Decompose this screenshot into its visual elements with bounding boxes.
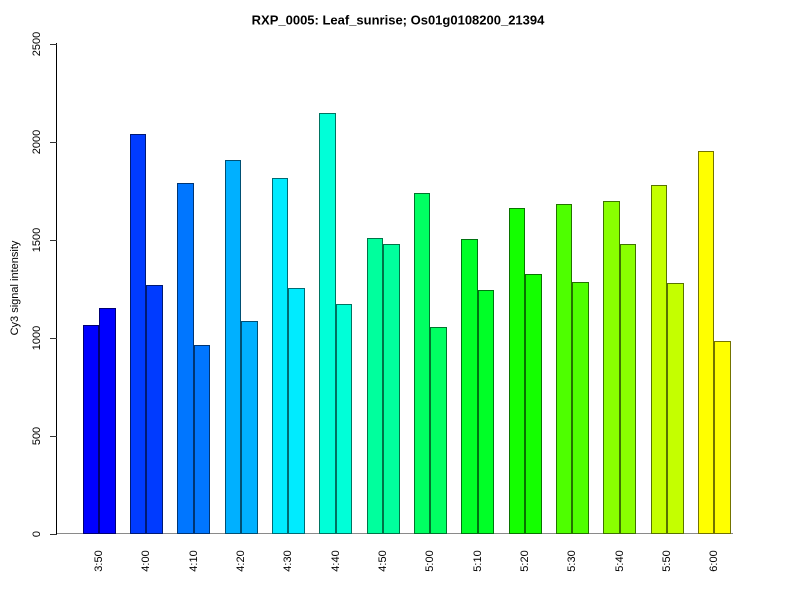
x-tick-label: 5:50 [661,550,673,572]
bar-510-left-bar [461,238,478,534]
x-tick-label: 4:50 [377,550,389,572]
x-axis-baseline [57,533,733,534]
x-tick-label: 4:20 [235,550,247,572]
y-tick-mark [50,141,57,143]
y-axis-line [56,43,57,534]
bar-550-right-bar [667,282,684,534]
x-tick-label: 5:20 [519,550,531,572]
bar-440-left-bar [319,113,336,534]
x-tick-label: 5:30 [566,550,579,572]
bar-510-right-bar [477,289,495,534]
bar-530-left-bar [555,204,573,534]
y-tick-label: 500 [31,426,43,445]
bar-520-right-bar [525,273,542,534]
bar-400-left-bar [129,133,147,534]
y-tick-label: 2000 [31,129,43,154]
y-tick-mark [50,239,57,241]
chart-title: RXP_0005: Leaf_sunrise; Os01g0108200_213… [251,12,545,28]
bar-350-left-bar [82,324,99,534]
y-tick-label: 0 [31,530,43,537]
bar-600-right-bar [714,341,731,534]
bar-530-right-bar [572,281,589,534]
bar-400-right-bar [146,284,163,534]
x-tick-label: 3:50 [93,550,105,572]
bar-410-left-bar [177,182,194,534]
y-tick-mark [50,43,57,45]
y-tick-label: 1000 [31,325,43,350]
bar-440-right-bar [335,304,353,534]
x-tick-label: 5:00 [424,550,437,572]
x-tick-label: 4:10 [187,550,200,572]
bar-540-right-bar [619,244,637,534]
x-tick-label: 4:30 [282,550,295,572]
bar-430-left-bar [271,177,289,534]
bar-500-right-bar [430,326,447,534]
bar-450-right-bar [383,244,400,534]
x-tick-label: 5:40 [613,550,626,572]
bar-600-left-bar [697,151,715,534]
x-tick-label: 4:00 [140,550,153,572]
bar-520-left-bar [508,208,525,534]
y-axis-title: Cy3 signal intensity [9,240,21,336]
bar-540-left-bar [603,201,620,534]
y-tick-label: 1500 [31,227,43,252]
bar-430-right-bar [288,287,305,534]
bar-500-left-bar [413,192,431,534]
bar-410-right-bar [193,345,211,534]
y-tick-mark [50,337,57,339]
bar-450-left-bar [366,237,383,534]
bar-420-left-bar [224,160,241,534]
x-tick-label: 5:10 [471,550,484,572]
y-tick-mark [50,533,57,535]
y-tick-mark [50,435,57,437]
bar-350-right-bar [99,308,116,534]
x-tick-label: 4:40 [329,550,342,572]
y-tick-label: 2500 [31,31,43,56]
bar-550-left-bar [650,184,667,534]
x-tick-label: 6:00 [708,550,721,572]
bar-420-right-bar [241,320,258,534]
